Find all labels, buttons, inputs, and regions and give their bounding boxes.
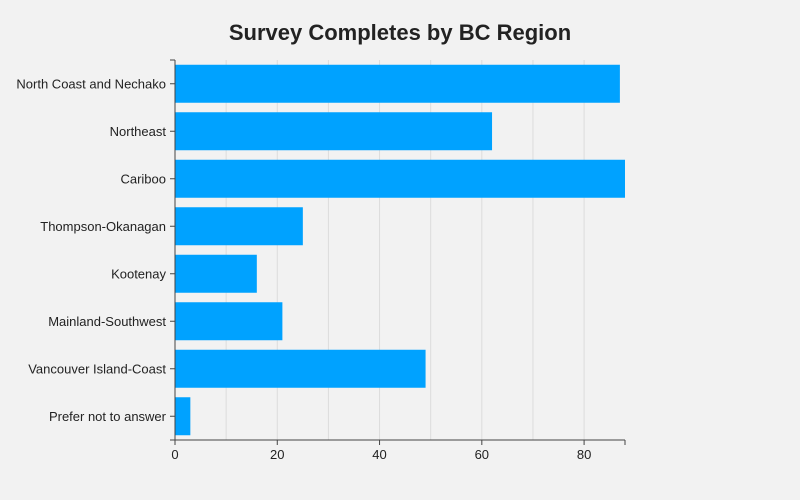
- axes: North Coast and Nechako Northeast Cariboo T…: [16, 59, 626, 462]
- x-tick-label: 0: [171, 447, 178, 462]
- category-label: Northeast: [110, 124, 167, 139]
- category-label: Prefer not to answer: [49, 409, 167, 424]
- bar: [175, 349, 426, 388]
- bar: [175, 254, 257, 293]
- category-label: Cariboo: [120, 171, 166, 186]
- x-tick-label: 40: [372, 447, 386, 462]
- x-tick-label: 20: [270, 447, 284, 462]
- chart-title: Survey Completes by BC Region: [229, 20, 571, 45]
- bar: [175, 302, 283, 341]
- x-tick-label: 80: [577, 447, 591, 462]
- bar: [175, 207, 303, 246]
- category-label: Mainland-Southwest: [48, 314, 166, 329]
- bars: [175, 64, 625, 436]
- bar: [175, 64, 620, 103]
- category-label: Thompson-Okanagan: [40, 219, 166, 234]
- category-label: North Coast and Nechako: [16, 76, 166, 91]
- category-label: Kootenay: [111, 266, 166, 281]
- bar: [175, 397, 191, 436]
- x-tick-label: 60: [475, 447, 489, 462]
- bar: [175, 159, 625, 198]
- bar: [175, 112, 493, 151]
- category-label: Vancouver Island-Coast: [28, 361, 166, 376]
